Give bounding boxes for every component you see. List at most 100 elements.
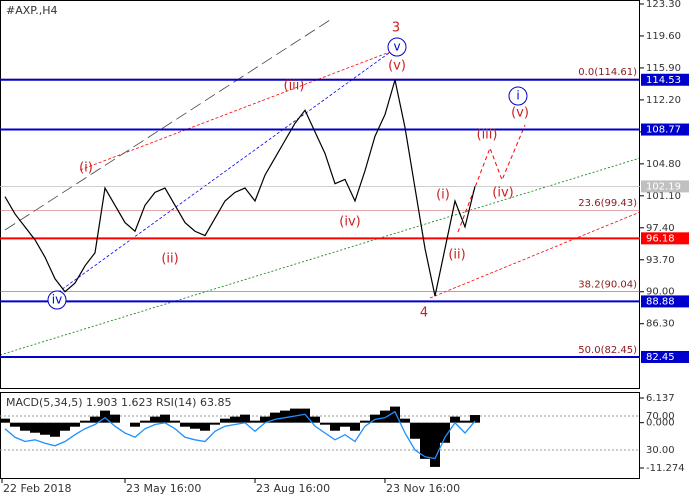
x-tick-label: 23 Aug 16:00 — [256, 482, 330, 495]
price-tag — [641, 180, 689, 193]
plot-border — [0, 0, 640, 389]
circled-label: i — [516, 89, 519, 103]
wave-circle — [387, 37, 407, 57]
price-series — [4, 79, 476, 297]
level-tag — [641, 295, 689, 308]
macd-bar — [470, 415, 480, 423]
y-tick-label: 90.00 — [646, 287, 675, 298]
wave-label: (v) — [388, 59, 406, 74]
macd-bar — [90, 416, 100, 423]
macd-bar — [200, 422, 210, 431]
macd-bar — [270, 412, 280, 423]
wave-circle — [508, 86, 528, 106]
wave-label: (ii) — [448, 248, 465, 263]
macd-bar — [320, 422, 330, 425]
macd-bar — [0, 418, 10, 423]
level-label: 82.45 — [646, 352, 675, 363]
wave-label: 3 — [392, 21, 400, 36]
y-tick-label: 86.30 — [646, 319, 675, 330]
macd-bar — [350, 422, 360, 431]
indicator-title: MACD(5,34,5) 1.903 1.623 RSI(14) 63.85 — [6, 396, 231, 409]
macd-bar — [420, 422, 430, 459]
circled-label: v — [393, 40, 400, 54]
macd-bar — [300, 408, 310, 423]
wave-circle — [47, 290, 67, 310]
price-label: 102.19 — [646, 181, 681, 192]
level-label: 96.18 — [646, 233, 675, 244]
macd-bar — [220, 418, 230, 423]
macd-bar — [330, 422, 340, 431]
level-tag — [641, 232, 689, 245]
y-tick-label: 97.40 — [646, 223, 675, 234]
rsi-tick-label: 70.00 — [646, 411, 675, 422]
macd-bar — [460, 420, 470, 423]
chart-title: #AXP.,H4 — [6, 4, 57, 17]
macd-bar — [10, 422, 20, 427]
wave-label: (i) — [436, 188, 450, 203]
rsi-line — [4, 410, 476, 460]
macd-bar — [190, 422, 200, 429]
macd-bar — [30, 422, 40, 433]
macd-bar — [140, 420, 150, 423]
macd-bar — [70, 422, 80, 427]
macd-tick-label: 6.137 — [646, 393, 675, 404]
macd-bar — [440, 422, 450, 443]
macd-bar — [150, 416, 160, 423]
macd-bar — [310, 416, 320, 423]
macd-bar — [380, 410, 390, 423]
macd-bar — [60, 422, 70, 431]
channel-line — [79, 49, 396, 171]
level-label: 114.53 — [646, 75, 681, 86]
wave-label: (iii) — [477, 128, 498, 143]
wave-label: (i) — [79, 161, 93, 176]
macd-bar — [400, 418, 410, 423]
indicator-border — [0, 392, 640, 479]
x-tick-label: 23 Nov 16:00 — [386, 482, 460, 495]
fib-label: 38.2(90.04) — [578, 279, 637, 290]
macd-bar — [130, 422, 140, 427]
macd-bar — [80, 420, 90, 423]
macd-bar — [260, 416, 270, 423]
macd-bar — [170, 420, 180, 423]
macd-bar — [230, 416, 240, 423]
macd-bar — [180, 422, 190, 427]
macd-bar — [370, 414, 380, 423]
macd-bar — [160, 414, 170, 423]
wave-label: (v) — [511, 106, 529, 121]
wave-label: (ii) — [161, 252, 178, 267]
y-tick-label: 119.60 — [646, 31, 681, 42]
macd-bar — [390, 406, 400, 423]
wave-label: (iii) — [284, 79, 305, 94]
macd-bar — [340, 422, 350, 427]
y-tick-label: 104.80 — [646, 159, 681, 170]
y-tick-label: 112.20 — [646, 95, 681, 106]
level-label: 88.88 — [646, 296, 675, 307]
level-tag — [641, 123, 689, 136]
rsi-tick-label: 30.00 — [646, 445, 675, 456]
x-tick-label: 22 Feb 2018 — [3, 482, 71, 495]
macd-bar — [240, 414, 250, 423]
fib-label: 23.6(99.43) — [578, 198, 637, 209]
y-tick-label: 123.30 — [646, 0, 681, 10]
channel-line — [429, 211, 641, 299]
macd-bar — [360, 420, 370, 423]
y-tick-label: 101.10 — [646, 191, 681, 202]
macd-bar — [40, 422, 50, 435]
channel-line — [49, 44, 401, 299]
circled-label: iv — [52, 293, 62, 307]
macd-bar — [100, 410, 110, 423]
wave-label: 4 — [420, 306, 428, 321]
macd-tick-label: -11.274 — [646, 463, 685, 474]
wave-label: (iv) — [339, 215, 360, 230]
macd-bar — [280, 410, 290, 423]
macd-bar — [50, 422, 60, 437]
macd-bar — [410, 422, 420, 439]
wave-label: (iv) — [492, 186, 513, 201]
level-tag — [641, 350, 689, 363]
y-tick-label: 115.90 — [646, 63, 681, 74]
x-tick-label: 23 May 16:00 — [126, 482, 201, 495]
fib-label: 0.0(114.61) — [578, 67, 637, 78]
macd-bar — [450, 416, 460, 423]
macd-tick-label: 0.000 — [646, 418, 675, 429]
